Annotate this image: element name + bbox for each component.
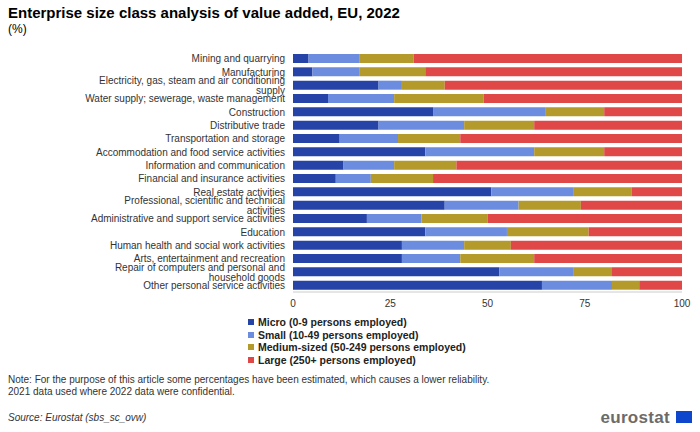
svg-text:Mining and quarrying: Mining and quarrying — [192, 53, 285, 64]
svg-text:75: 75 — [579, 298, 591, 309]
svg-text:0: 0 — [290, 298, 296, 309]
svg-text:Other personal service activit: Other personal service activities — [143, 280, 285, 291]
svg-text:Human health and social work a: Human health and social work activities — [110, 240, 285, 251]
svg-text:50: 50 — [482, 298, 494, 309]
svg-text:Construction: Construction — [229, 107, 285, 118]
svg-text:Accommodation and food service: Accommodation and food service activitie… — [96, 147, 285, 158]
svg-text:100: 100 — [674, 298, 691, 309]
svg-text:25: 25 — [385, 298, 397, 309]
svg-text:Distributive trade: Distributive trade — [210, 120, 285, 131]
svg-text:Administrative and support ser: Administrative and support service activ… — [91, 213, 285, 224]
svg-text:Financial and insurance activi: Financial and insurance activities — [138, 173, 285, 184]
svg-text:Information and communication: Information and communication — [145, 160, 285, 171]
svg-text:Transportation and storage: Transportation and storage — [165, 133, 285, 144]
svg-text:Education: Education — [241, 227, 285, 238]
svg-text:Water supply; sewerage, waste: Water supply; sewerage, waste management — [85, 93, 285, 104]
